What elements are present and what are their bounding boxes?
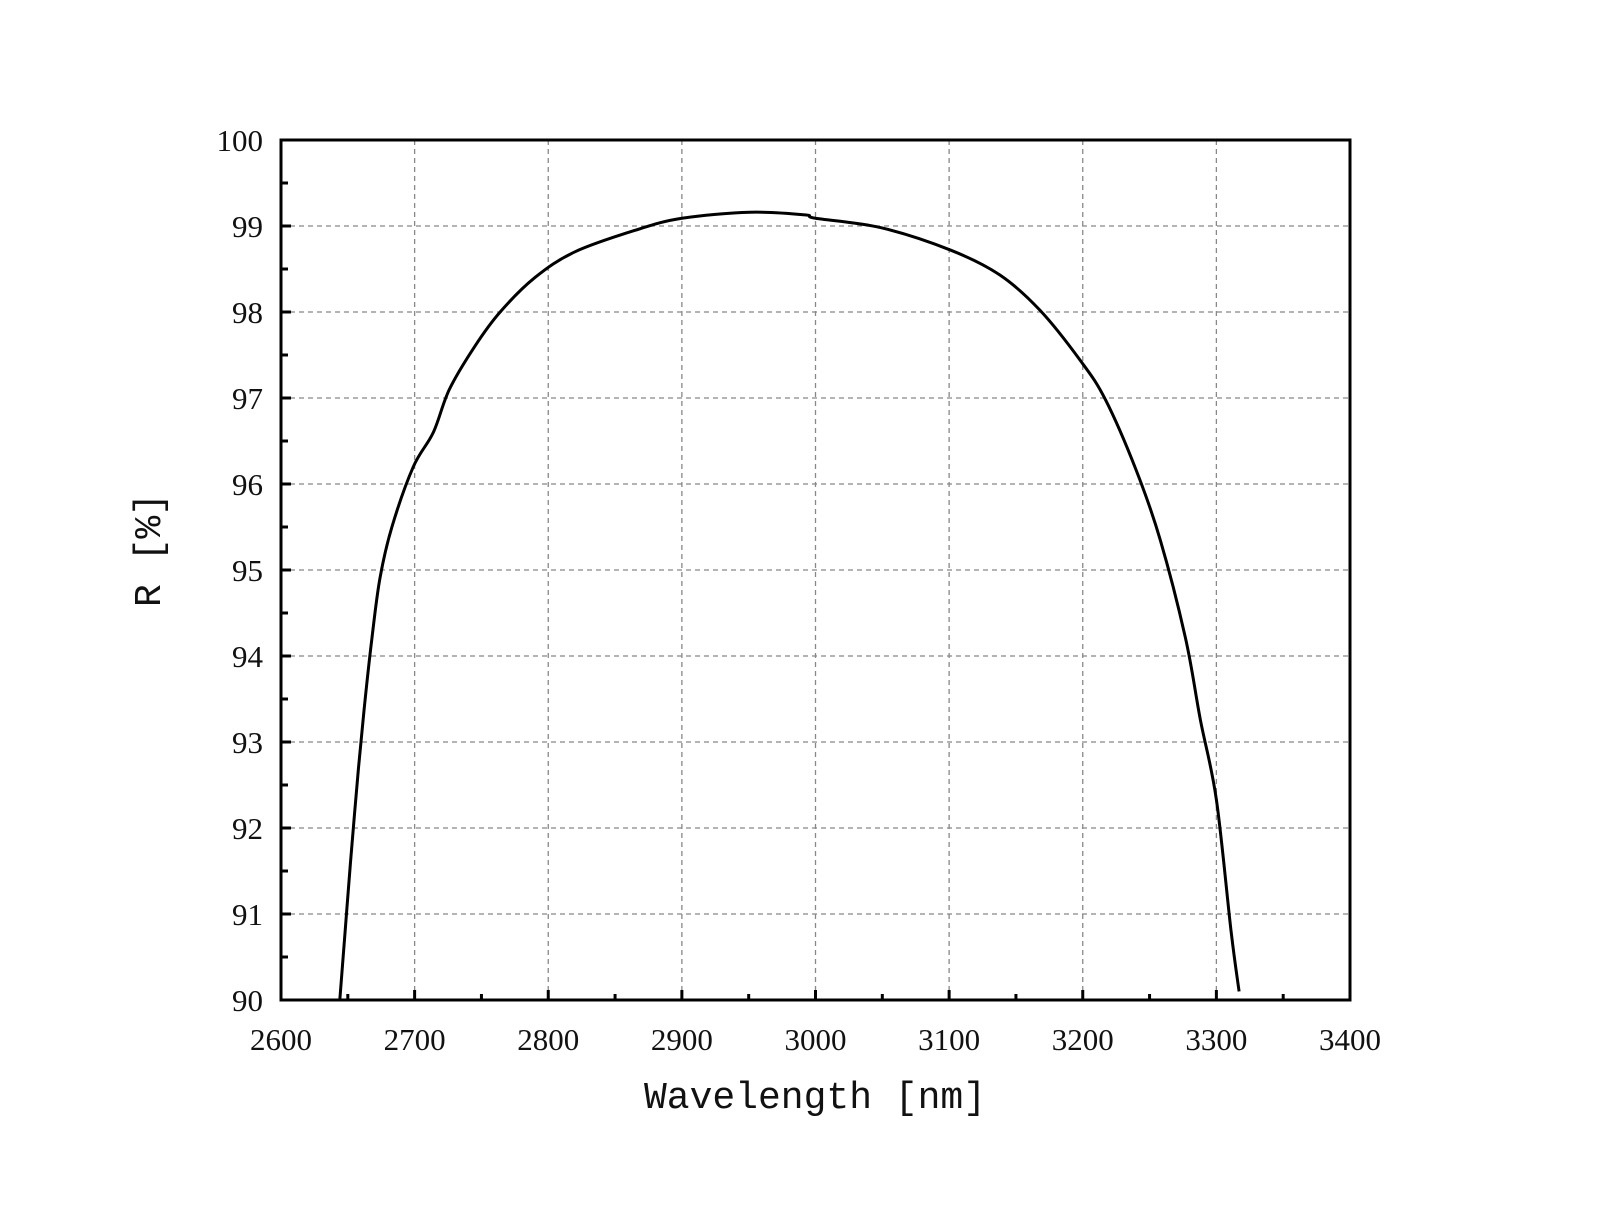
y-tick-label: 99	[232, 209, 263, 244]
plot-frame	[279, 138, 1352, 1002]
series-line-r	[338, 210, 1241, 1001]
ticks	[279, 138, 1352, 1002]
x-tick-label: 3100	[918, 1022, 980, 1057]
y-tick-label: 95	[232, 553, 263, 588]
y-tick-label: 93	[232, 725, 263, 760]
x-tick-label: 2800	[517, 1022, 579, 1057]
y-tick-label: 100	[217, 123, 264, 158]
y-tick-label: 90	[232, 983, 263, 1018]
y-axis-label: R [%]	[129, 493, 172, 607]
x-tick-label: 2700	[384, 1022, 446, 1057]
x-tick-label: 2900	[651, 1022, 713, 1057]
y-tick-label: 98	[232, 295, 263, 330]
y-tick-label: 94	[232, 639, 264, 674]
grid	[281, 140, 1350, 1000]
x-tick-label: 2600	[250, 1022, 312, 1057]
y-tick-label: 92	[232, 811, 263, 846]
x-tick-label: 3200	[1052, 1022, 1114, 1057]
x-tick-label: 3300	[1185, 1022, 1247, 1057]
x-axis-label: Wavelength [nm]	[644, 1077, 986, 1120]
x-tick-label: 3400	[1319, 1022, 1381, 1057]
y-tick-labels: 90 91 92 93 94 95 96 97 98 99 100	[217, 123, 264, 1018]
y-tick-label: 96	[232, 467, 263, 502]
x-tick-labels: 2600 2700 2800 2900 3000 3100 3200 3300 3400	[250, 1022, 1381, 1057]
y-tick-label: 91	[232, 897, 263, 932]
x-tick-label: 3000	[785, 1022, 847, 1057]
y-tick-label: 97	[232, 381, 263, 416]
